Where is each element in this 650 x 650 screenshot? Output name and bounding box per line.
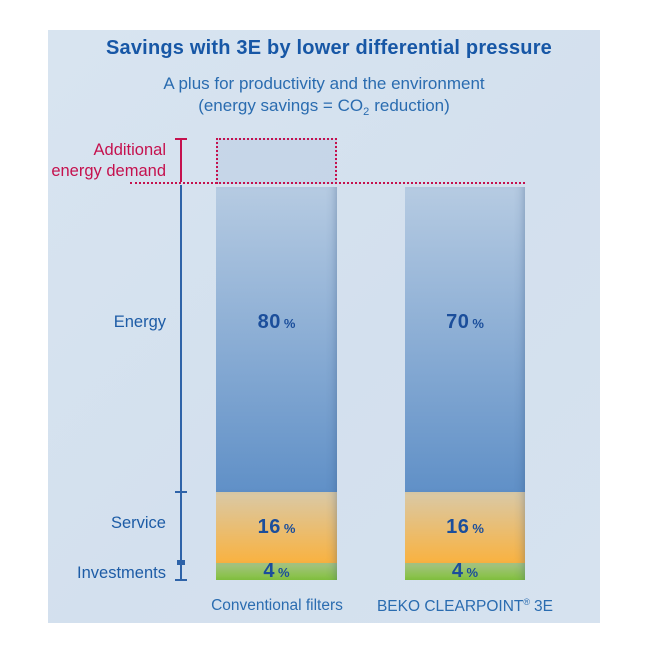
chart-panel: Savings with 3E by lower differential pr… bbox=[48, 30, 600, 623]
percent-sign: % bbox=[283, 521, 296, 536]
additional-demand-bracket-top-tick bbox=[175, 138, 187, 140]
bar-conventional-filters: 80% 16% 4% bbox=[216, 187, 337, 583]
chart-subtitle-line1: A plus for productivity and the environm… bbox=[163, 74, 485, 93]
bar-conventional-investments-segment: 4% bbox=[216, 560, 337, 583]
axis-bottom-tick bbox=[175, 579, 187, 581]
bar-conventional-energy-segment: 80% bbox=[216, 187, 337, 492]
value-number: 16 bbox=[257, 516, 281, 538]
bar-conventional-investments-value: 4% bbox=[263, 560, 289, 583]
subtitle-co2-subscript: 2 bbox=[363, 106, 370, 118]
category-label-beko-clearpoint: BEKO CLEARPOINT® 3E bbox=[355, 597, 575, 616]
beko-name-suffix: 3E bbox=[534, 598, 554, 615]
beko-name-text: BEKO CLEARPOINT bbox=[376, 598, 524, 615]
chart-subtitle-line2: (energy savings = CO2 reduction) bbox=[48, 96, 600, 118]
value-number: 4 bbox=[263, 560, 276, 582]
percent-sign: % bbox=[472, 316, 484, 331]
bar-beko-investments-value: 4% bbox=[452, 560, 478, 583]
value-number: 80 bbox=[257, 311, 281, 333]
chart-title: Savings with 3E by lower differential pr… bbox=[106, 37, 552, 59]
bar-conventional-energy-value: 80% bbox=[258, 311, 296, 334]
service-label: Service bbox=[110, 514, 166, 532]
bar-conventional-service-value: 16% bbox=[258, 516, 296, 539]
value-number: 4 bbox=[451, 560, 464, 582]
subtitle-co2-prefix: (energy savings = CO bbox=[198, 96, 364, 115]
bar-beko-service-value: 16% bbox=[446, 516, 484, 539]
additional-demand-bracket-line bbox=[180, 140, 182, 182]
percent-sign: % bbox=[283, 316, 296, 331]
additional-demand-dotted-box bbox=[216, 138, 337, 184]
bar-beko-energy-value: 70% bbox=[446, 311, 484, 334]
additional-label-line2: energy demand bbox=[51, 162, 166, 180]
bar-beko-service-segment: 16% bbox=[405, 492, 525, 563]
percent-sign: % bbox=[472, 521, 484, 536]
demand-level-dotted-line bbox=[130, 182, 525, 184]
value-number: 70 bbox=[446, 311, 470, 333]
registered-trademark-symbol: ® bbox=[523, 597, 531, 607]
energy-service-boundary-tick bbox=[175, 491, 187, 493]
bar-beko-investments-segment: 4% bbox=[405, 560, 525, 583]
bar-beko-energy-segment: 70% bbox=[405, 187, 525, 492]
percent-sign: % bbox=[278, 565, 290, 580]
bar-conventional-service-segment: 16% bbox=[216, 492, 337, 563]
subtitle-co2-suffix: reduction) bbox=[374, 96, 450, 115]
energy-label: Energy bbox=[113, 313, 166, 331]
additional-energy-demand-label: Additional energy demand bbox=[51, 140, 166, 182]
cost-scale-axis-line bbox=[180, 185, 182, 581]
percent-sign: % bbox=[466, 565, 479, 580]
additional-label-line1: Additional bbox=[93, 141, 166, 159]
category-label-conventional-filters: Conventional filters bbox=[211, 597, 343, 614]
value-number: 16 bbox=[446, 516, 470, 538]
bar-beko-clearpoint: 70% 16% 4% bbox=[405, 187, 525, 583]
investments-label: Investments bbox=[77, 564, 166, 582]
service-investments-boundary-tick bbox=[177, 560, 185, 565]
